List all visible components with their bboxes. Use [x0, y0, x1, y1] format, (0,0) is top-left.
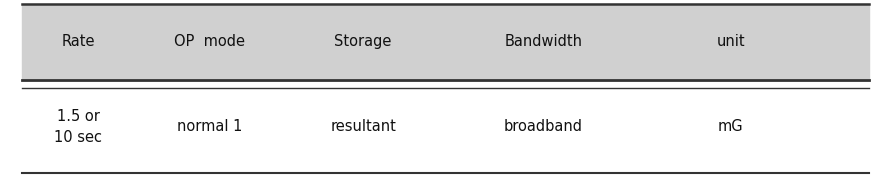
Text: unit: unit — [716, 34, 745, 49]
Text: Bandwidth: Bandwidth — [504, 34, 583, 49]
Text: mG: mG — [718, 119, 743, 134]
Text: resultant: resultant — [331, 119, 396, 134]
Text: Storage: Storage — [334, 34, 392, 49]
Bar — [22, 4, 869, 80]
Text: normal 1: normal 1 — [176, 119, 242, 134]
Text: 1.5 or
10 sec: 1.5 or 10 sec — [54, 109, 102, 145]
Text: OP  mode: OP mode — [174, 34, 245, 49]
Text: broadband: broadband — [504, 119, 583, 134]
Text: Rate: Rate — [61, 34, 94, 49]
